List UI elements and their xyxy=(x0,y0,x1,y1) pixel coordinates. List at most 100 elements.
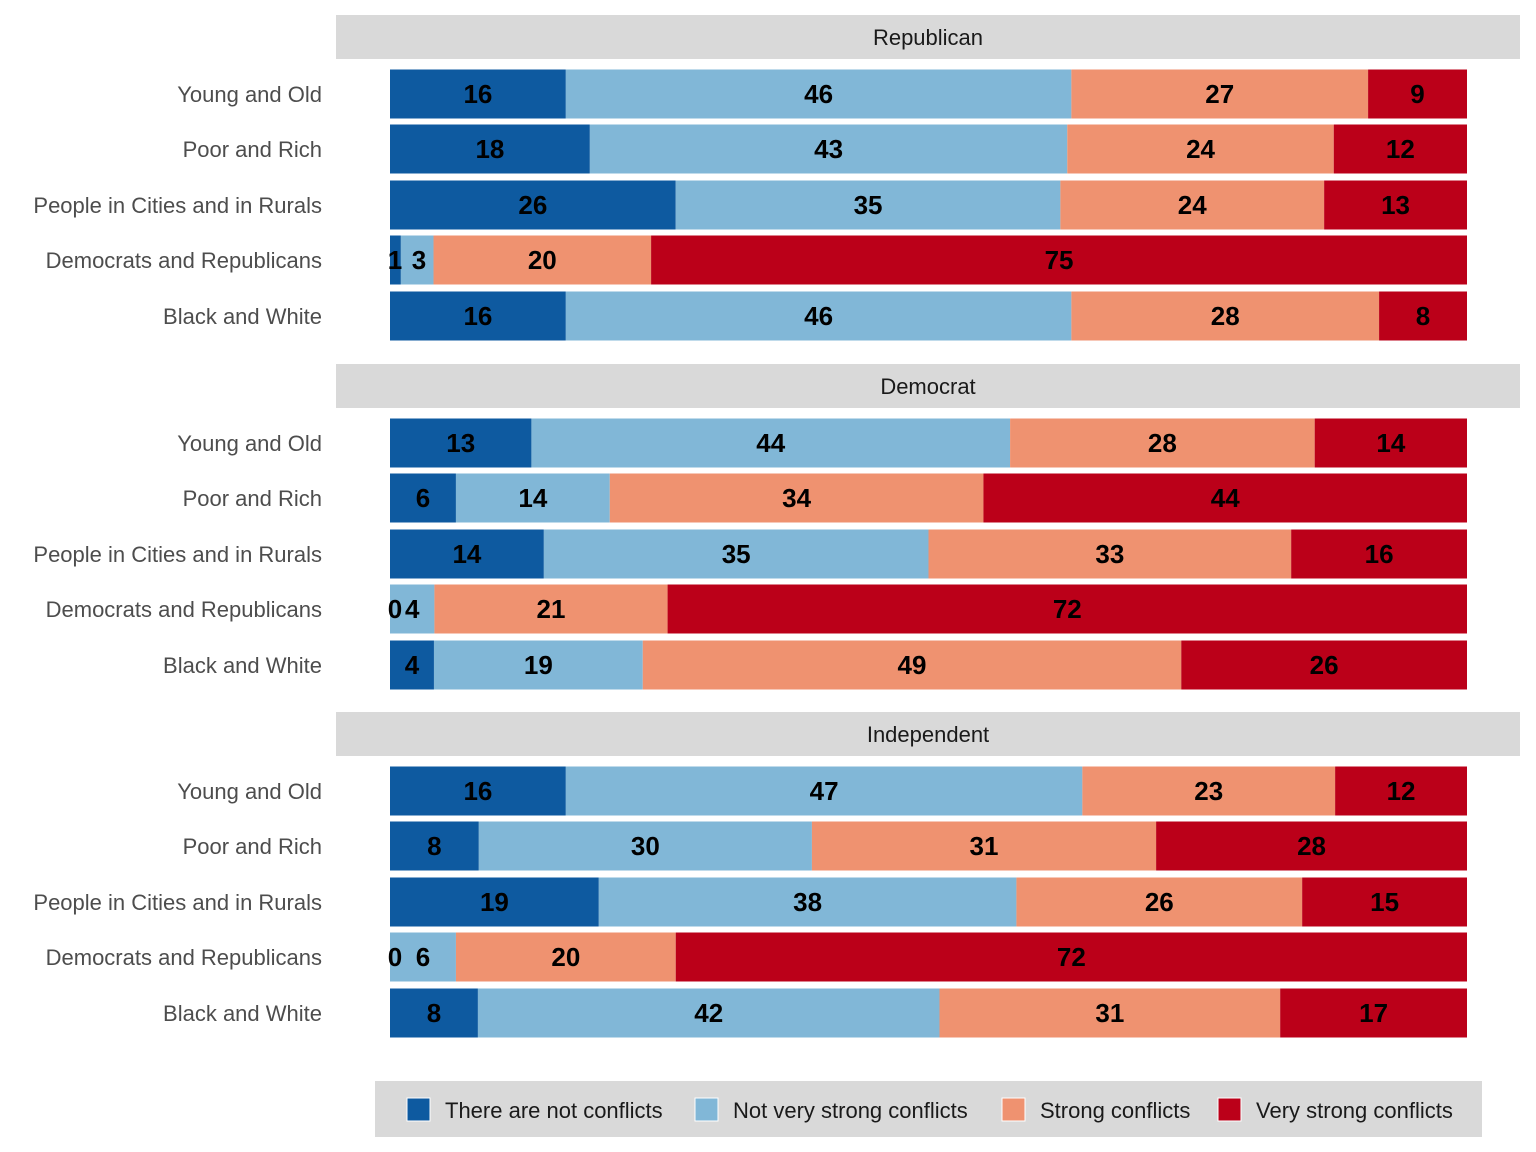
bar-segment xyxy=(651,235,1467,285)
value-label: 26 xyxy=(1145,887,1174,917)
bar-segment xyxy=(589,124,1068,174)
bar-segment xyxy=(983,473,1467,523)
bar-segment xyxy=(1071,69,1369,119)
bar-segment xyxy=(1314,418,1467,468)
value-label: 13 xyxy=(446,428,475,458)
value-label: 19 xyxy=(480,887,509,917)
bar-segment xyxy=(609,473,984,523)
value-label: 28 xyxy=(1297,831,1326,861)
bar-segment xyxy=(390,932,456,982)
value-label: 38 xyxy=(793,887,822,917)
panel-title: Republican xyxy=(873,25,983,50)
bar-segment xyxy=(433,235,652,285)
value-label: 46 xyxy=(804,79,833,109)
bar-segment xyxy=(1071,291,1380,341)
bar-segment xyxy=(1302,877,1467,927)
bar-segment xyxy=(390,124,590,174)
category-label: Democrats and Republicans xyxy=(46,597,322,622)
bar-segment xyxy=(1010,418,1315,468)
bar-segment xyxy=(1291,529,1467,579)
panel-title: Democrat xyxy=(880,374,975,399)
bar-segment xyxy=(1181,640,1467,690)
bar-segment xyxy=(928,529,1292,579)
bar-segment xyxy=(1280,988,1467,1038)
bar-segment xyxy=(565,69,1072,119)
value-label: 4 xyxy=(405,594,420,624)
bar-segment xyxy=(390,640,434,690)
bar-segment xyxy=(390,821,479,871)
value-label: 42 xyxy=(694,998,723,1028)
bar-segment xyxy=(390,473,456,523)
legend-label: Strong conflicts xyxy=(1040,1098,1190,1123)
bar-segment xyxy=(565,291,1072,341)
value-label: 3 xyxy=(412,245,426,275)
value-label: 35 xyxy=(854,190,883,220)
value-label: 26 xyxy=(1310,650,1339,680)
bar-segment xyxy=(1333,124,1467,174)
bar-segment xyxy=(455,932,676,982)
value-label: 24 xyxy=(1186,134,1215,164)
value-label: 44 xyxy=(1211,483,1240,513)
legend-key xyxy=(1217,1097,1242,1122)
value-label: 20 xyxy=(551,942,580,972)
bar-segment xyxy=(1156,821,1467,871)
bar-segment xyxy=(390,291,566,341)
value-label: 4 xyxy=(405,650,420,680)
bar-segment xyxy=(531,418,1011,468)
legend-label: Not very strong conflicts xyxy=(733,1098,968,1123)
value-label: 43 xyxy=(814,134,843,164)
value-label: 18 xyxy=(475,134,504,164)
bar-segment xyxy=(1379,291,1467,341)
panel-strip xyxy=(336,364,1520,408)
bar-segment xyxy=(390,529,544,579)
bar-segment xyxy=(1060,180,1325,230)
value-label: 31 xyxy=(1095,998,1124,1028)
value-label: 16 xyxy=(463,301,492,331)
legend-key xyxy=(694,1097,719,1122)
value-label: 47 xyxy=(810,776,839,806)
value-label: 46 xyxy=(804,301,833,331)
category-label: Young and Old xyxy=(177,82,322,107)
bar-segment xyxy=(390,877,599,927)
category-label: People in Cities and in Rurals xyxy=(33,542,322,567)
bar-segment xyxy=(390,69,566,119)
value-label: 17 xyxy=(1359,998,1388,1028)
value-label: 13 xyxy=(1381,190,1410,220)
bar-segment xyxy=(390,584,435,634)
category-label: Young and Old xyxy=(177,431,322,456)
value-label: 1 xyxy=(388,245,402,275)
bar-segment xyxy=(565,766,1083,816)
legend-key xyxy=(406,1097,431,1122)
bar-segment xyxy=(390,418,532,468)
category-label: Black and White xyxy=(163,653,322,678)
panel-strip xyxy=(336,15,1520,59)
bar-segment xyxy=(455,473,610,523)
value-label: 15 xyxy=(1370,887,1399,917)
value-label: 31 xyxy=(970,831,999,861)
bar-segment xyxy=(390,180,676,230)
value-label: 27 xyxy=(1205,79,1234,109)
value-label: 72 xyxy=(1053,594,1082,624)
bar-segment xyxy=(477,988,940,1038)
panel-strip xyxy=(336,712,1520,756)
bar-segment xyxy=(400,235,434,285)
value-label: 16 xyxy=(1365,539,1394,569)
value-label: 16 xyxy=(463,776,492,806)
category-label: People in Cities and in Rurals xyxy=(33,890,322,915)
panel-title: Independent xyxy=(867,722,989,747)
value-label: 23 xyxy=(1194,776,1223,806)
legend-label: Very strong conflicts xyxy=(1256,1098,1453,1123)
bar-segment xyxy=(1016,877,1303,927)
value-label: 28 xyxy=(1211,301,1240,331)
category-label: Poor and Rich xyxy=(183,834,322,859)
value-label: 14 xyxy=(1376,428,1405,458)
value-label: 19 xyxy=(524,650,553,680)
value-label: 8 xyxy=(1416,301,1430,331)
value-label: 16 xyxy=(463,79,492,109)
category-label: Democrats and Republicans xyxy=(46,945,322,970)
bar-segment xyxy=(1082,766,1336,816)
value-label: 0 xyxy=(388,942,402,972)
value-label: 0 xyxy=(388,594,402,624)
bar-segment xyxy=(642,640,1182,690)
